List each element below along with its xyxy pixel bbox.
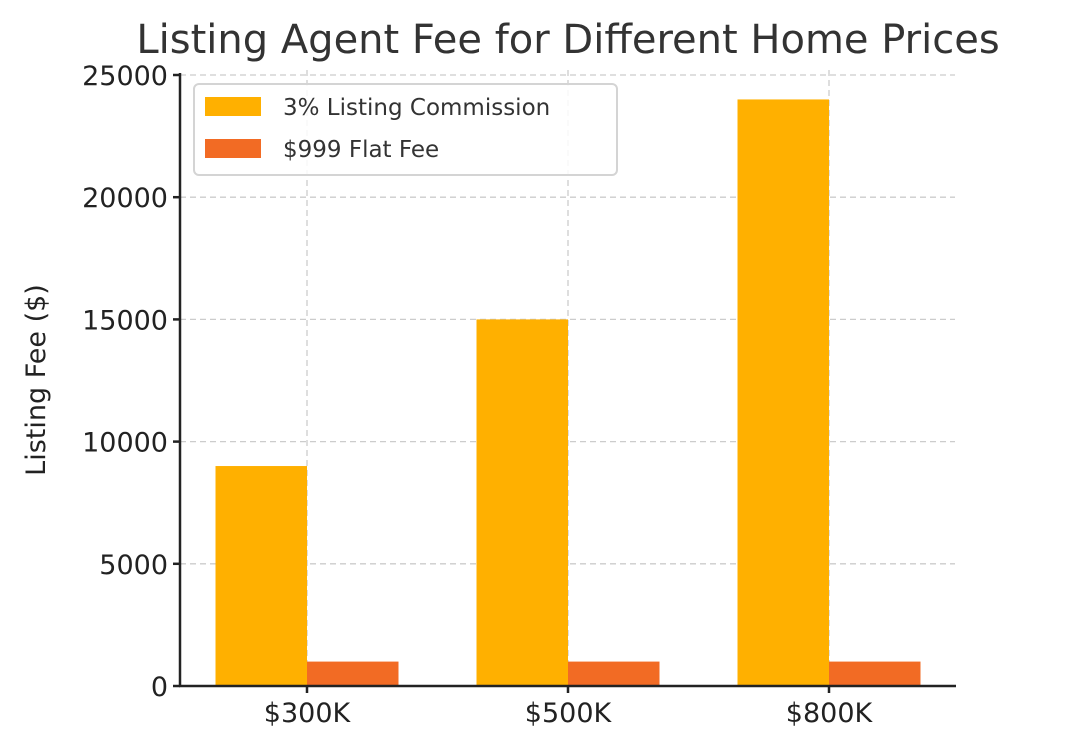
y-tick-label: 10000: [82, 428, 168, 459]
legend-label: $999 Flat Fee: [283, 137, 439, 163]
bars: [215, 99, 921, 686]
legend-swatch: [205, 139, 261, 158]
x-tick-labels: $300K $500K $800K: [264, 686, 874, 729]
bar-commission-0: [215, 466, 307, 686]
bar-flat-fee-1: [568, 661, 660, 686]
y-tick-label: 15000: [82, 305, 168, 336]
legend-label: 3% Listing Commission: [283, 95, 550, 121]
x-tick-label: $500K: [525, 698, 613, 729]
y-tick-label: 25000: [82, 61, 168, 92]
y-axis-label: Listing Fee ($): [21, 284, 52, 476]
bar-commission-1: [476, 319, 568, 686]
x-tick-label: $800K: [786, 698, 874, 729]
bar-flat-fee-0: [307, 661, 399, 686]
y-tick-labels: 0 5000 10000 15000 20000 25000: [82, 61, 180, 703]
y-tick-label: 0: [151, 672, 168, 703]
chart-title: Listing Agent Fee for Different Home Pri…: [136, 17, 999, 63]
bar-commission-2: [737, 99, 829, 686]
legend-frame: [193, 83, 618, 176]
legend: 3% Listing Commission $999 Flat Fee: [193, 83, 618, 176]
bar-flat-fee-2: [829, 661, 921, 686]
y-tick-label: 5000: [99, 550, 168, 581]
legend-swatch: [205, 97, 261, 116]
y-tick-label: 20000: [82, 183, 168, 214]
x-tick-label: $300K: [264, 698, 352, 729]
